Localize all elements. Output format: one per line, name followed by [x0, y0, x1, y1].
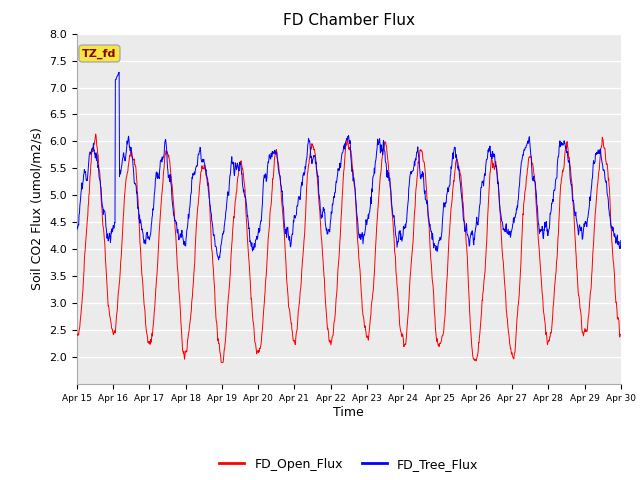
Text: TZ_fd: TZ_fd [82, 48, 116, 59]
Legend: FD_Open_Flux, FD_Tree_Flux: FD_Open_Flux, FD_Tree_Flux [214, 453, 483, 476]
FD_Tree_Flux [553, 175, 561, 180]
FD_Open_Flux [92, 131, 100, 137]
X-axis label: Time: Time [333, 406, 364, 419]
FD_Open_Flux [505, 332, 513, 337]
FD_Tree_Flux [617, 238, 625, 243]
FD_Open_Flux [181, 352, 189, 358]
FD_Tree_Flux [181, 243, 189, 249]
FD_Tree_Flux [215, 257, 223, 263]
FD_Open_Flux [617, 332, 625, 337]
Y-axis label: Soil CO2 Flux (umol/m2/s): Soil CO2 Flux (umol/m2/s) [31, 127, 44, 290]
Title: FD Chamber Flux: FD Chamber Flux [283, 13, 415, 28]
FD_Open_Flux [218, 360, 225, 365]
Line: FD_Tree_Flux: FD_Tree_Flux [77, 72, 621, 260]
FD_Tree_Flux [505, 232, 513, 238]
FD_Open_Flux [553, 256, 561, 262]
FD_Open_Flux [73, 332, 81, 337]
FD_Open_Flux [255, 348, 263, 354]
FD_Tree_Flux [195, 152, 202, 157]
FD_Tree_Flux [73, 228, 81, 233]
FD_Tree_Flux [255, 226, 263, 232]
Line: FD_Open_Flux: FD_Open_Flux [77, 134, 621, 362]
FD_Open_Flux [434, 341, 442, 347]
FD_Tree_Flux [434, 246, 442, 252]
FD_Tree_Flux [115, 70, 123, 75]
FD_Open_Flux [195, 202, 202, 208]
